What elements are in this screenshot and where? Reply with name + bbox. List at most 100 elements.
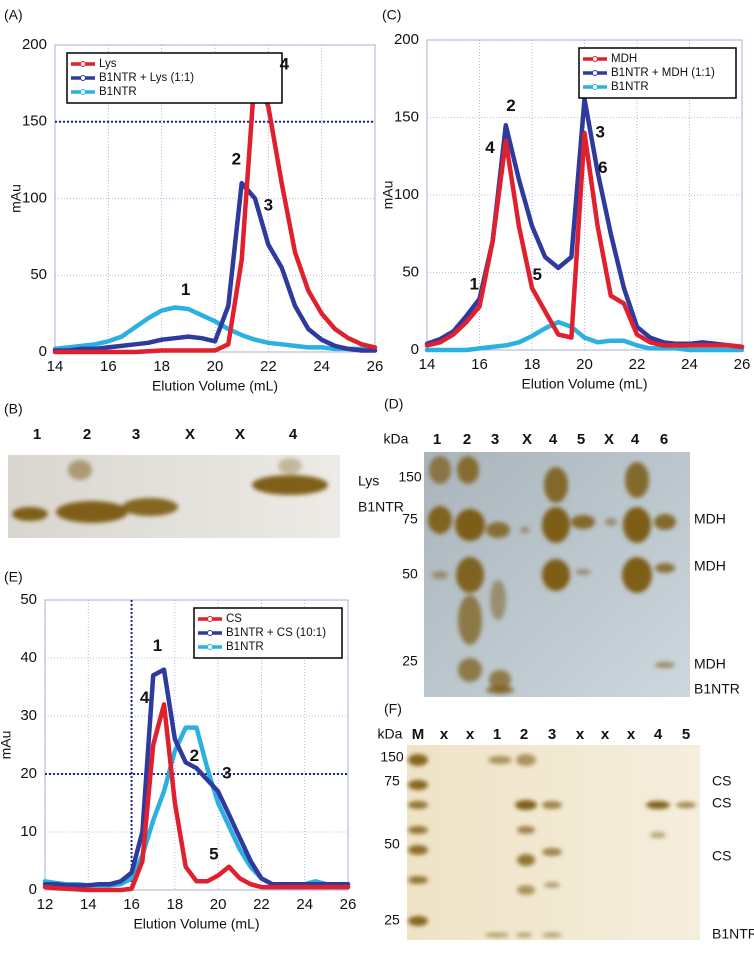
- legend-marker: [80, 89, 86, 95]
- gel-band: [457, 456, 479, 484]
- lane-label: X: [522, 431, 532, 448]
- gel-band: [458, 658, 482, 682]
- lane-label: x: [466, 726, 475, 743]
- annotation: 3: [596, 122, 605, 141]
- unit-label: kDa: [378, 726, 403, 742]
- y-tick-label: 50: [20, 591, 37, 608]
- band-label: MDH: [694, 656, 726, 672]
- series-line: [52, 180, 378, 353]
- annotation: 2: [232, 150, 241, 169]
- x-tick-label: 24: [313, 358, 330, 375]
- series-line: [42, 667, 351, 888]
- annotation: 5: [209, 845, 218, 864]
- gel-band: [622, 557, 652, 593]
- annotation: 3: [264, 196, 273, 215]
- x-tick-label: 24: [296, 896, 313, 913]
- lane-label: x: [601, 726, 610, 743]
- gel-band: [542, 559, 570, 591]
- y-tick-label: 200: [22, 36, 47, 53]
- lane-label: x: [576, 726, 585, 743]
- x-tick-label: 12: [37, 896, 54, 913]
- annotation: 4: [485, 138, 495, 157]
- marker-label: 75: [402, 511, 418, 527]
- y-tick-label: 0: [29, 881, 37, 898]
- panel-label: (D): [384, 396, 403, 412]
- gel-band: [676, 802, 696, 808]
- gel-band: [488, 756, 512, 764]
- annotation: 4: [280, 54, 290, 73]
- lane-label: X: [235, 426, 245, 443]
- x-tick-label: 24: [681, 356, 698, 373]
- x-tick-label: 18: [153, 358, 170, 375]
- band-label: MDH: [694, 511, 726, 527]
- x-tick-label: 18: [524, 356, 541, 373]
- y-axis-label: mAu: [8, 184, 24, 213]
- band-label: B1NTR: [358, 499, 404, 515]
- lane-label: M: [412, 726, 425, 743]
- gel-band: [429, 456, 451, 484]
- legend-marker: [207, 644, 213, 650]
- legend-marker: [207, 630, 213, 636]
- legend-label: CS: [226, 613, 242, 625]
- gel-band: [486, 686, 514, 694]
- gel-band: [542, 507, 570, 543]
- band-label: B1NTR: [712, 926, 754, 942]
- lane-label: 3: [491, 431, 499, 448]
- band-label: MDH: [694, 558, 726, 574]
- gel-band: [517, 885, 535, 895]
- x-axis-label: Elution Volume (mL): [133, 916, 259, 932]
- gel-band: [517, 854, 535, 866]
- x-tick-label: 22: [260, 358, 277, 375]
- lane-label: x: [440, 726, 449, 743]
- legend-marker: [207, 616, 213, 622]
- legend-marker: [80, 61, 86, 67]
- annotation: 2: [506, 96, 515, 115]
- gel-band: [408, 826, 428, 834]
- marker-label: 150: [398, 469, 422, 485]
- x-tick-label: 22: [629, 356, 646, 373]
- panel-label: (C): [382, 7, 401, 23]
- gel-band: [408, 876, 428, 884]
- annotation: 3: [222, 763, 231, 782]
- series-line: [42, 702, 351, 893]
- y-tick-label: 50: [30, 266, 47, 283]
- annotation: 4: [140, 688, 150, 707]
- annotation: 6: [598, 158, 607, 177]
- band-label: CS: [712, 773, 731, 789]
- unit-label: kDa: [384, 431, 409, 447]
- gel-band: [544, 467, 568, 503]
- panel-label: (E): [4, 569, 23, 585]
- lane-label: 1: [493, 726, 501, 743]
- gel-band: [12, 507, 48, 521]
- x-tick-label: 14: [80, 896, 97, 913]
- annotation: 5: [533, 265, 542, 284]
- x-tick-label: 16: [471, 356, 488, 373]
- panel-label: (A): [4, 7, 23, 23]
- lane-label: 4: [631, 431, 640, 448]
- gel-band: [515, 800, 537, 810]
- x-tick-label: 18: [167, 896, 184, 913]
- y-axis-label: mAu: [380, 181, 396, 210]
- marker-label: 75: [384, 773, 400, 789]
- gel-bands: [428, 456, 676, 694]
- gel-band: [68, 460, 92, 480]
- lane-label: 4: [289, 426, 298, 443]
- marker-label: 150: [380, 749, 404, 765]
- panel-label: (F): [384, 701, 402, 717]
- gel-band: [571, 515, 595, 529]
- annotation: 1: [470, 274, 479, 293]
- gel-band: [516, 933, 532, 937]
- y-tick-label: 150: [394, 108, 419, 125]
- x-axis-label: Elution Volume (mL): [152, 378, 278, 394]
- marker-label: 50: [402, 566, 418, 582]
- gel-band: [542, 801, 562, 809]
- series-line: [52, 305, 378, 353]
- series-line: [424, 130, 745, 350]
- legend-marker: [592, 70, 598, 76]
- band-label: CS: [712, 848, 731, 864]
- y-tick-label: 100: [22, 189, 47, 206]
- y-tick-label: 20: [20, 765, 37, 782]
- band-label: Lys: [358, 473, 379, 489]
- gel-image: [407, 745, 700, 940]
